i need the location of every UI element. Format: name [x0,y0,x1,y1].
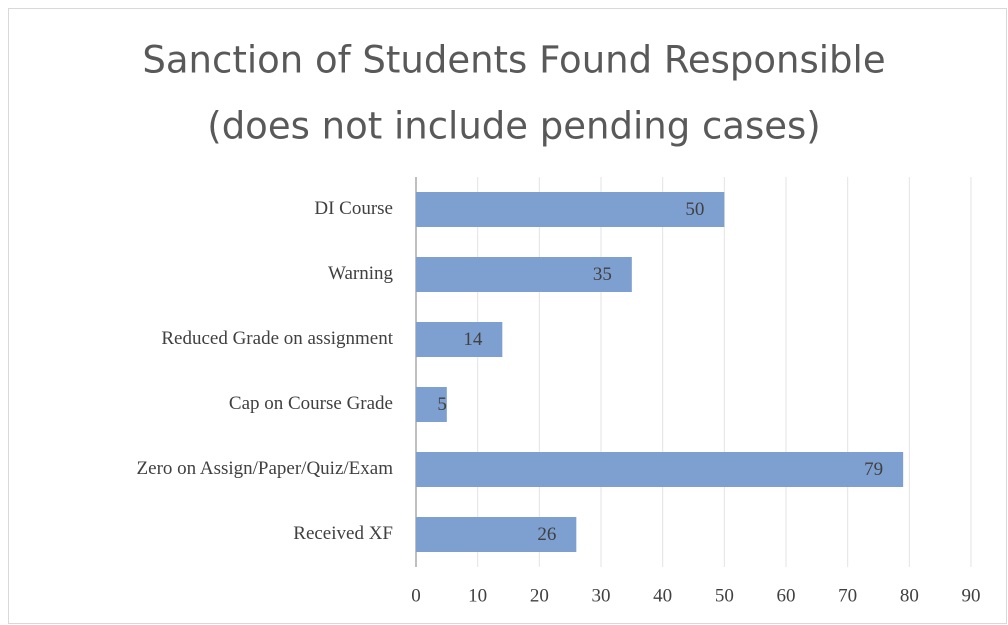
x-tick-label: 60 [777,585,796,606]
x-tick-label: 40 [653,585,672,606]
data-label: 5 [437,394,447,415]
data-label: 14 [463,329,483,350]
bar [416,387,447,422]
bar [416,257,632,292]
x-tick-label: 10 [468,585,487,606]
bar [416,322,503,357]
bar [416,452,904,487]
y-tick-label: Cap on Course Grade [229,393,393,414]
x-tick-label: 30 [592,585,611,606]
y-tick-label: Reduced Grade on assignment [161,328,393,349]
y-tick-label: Zero on Assign/Paper/Quiz/Exam [137,458,394,479]
x-tick-label: 20 [530,585,549,606]
x-tick-label: 80 [900,585,919,606]
data-label: 35 [593,264,612,285]
bar [416,192,725,227]
y-tick-label: Received XF [293,523,393,544]
x-tick-label: 50 [715,585,734,606]
data-label: 79 [864,459,883,480]
chart-title: Sanction of Students Found Responsible [142,39,885,82]
data-label: 26 [537,524,556,545]
x-tick-label: 90 [962,585,981,606]
chart-title: (does not include pending cases) [207,105,820,148]
y-tick-label: Warning [328,263,393,284]
data-label: 50 [685,199,704,220]
x-tick-label: 70 [838,585,857,606]
y-tick-label: DI Course [314,198,393,219]
bar [416,517,577,552]
x-tick-label: 0 [411,585,421,606]
